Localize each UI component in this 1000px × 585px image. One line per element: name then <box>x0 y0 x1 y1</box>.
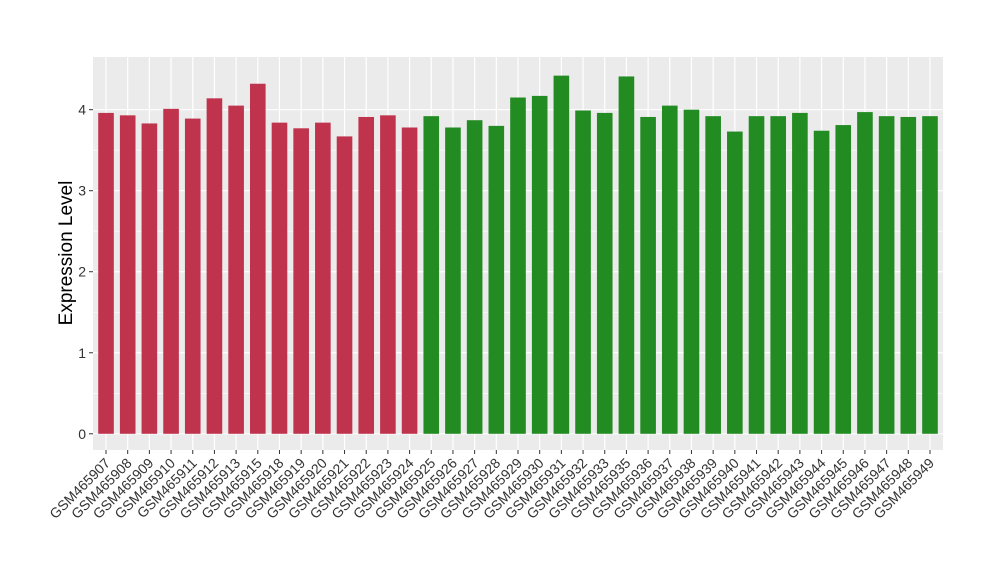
y-tick-label: 0 <box>78 426 86 442</box>
bar-gsm465940 <box>727 131 743 434</box>
bar-gsm465925 <box>423 116 440 434</box>
bar-gsm465943 <box>792 112 808 434</box>
y-axis-title: Expression Level <box>56 181 77 326</box>
bar-gsm465915 <box>249 83 266 434</box>
bar-gsm465907 <box>98 112 114 434</box>
bar-gsm465911 <box>184 118 201 434</box>
bar-gsm465923 <box>380 115 396 434</box>
bar-gsm465928 <box>488 125 505 434</box>
bar-gsm465930 <box>531 95 548 434</box>
bar-gsm465932 <box>575 110 591 434</box>
y-tick-label: 4 <box>78 102 86 118</box>
bar-gsm465936 <box>640 116 656 434</box>
bar-gsm465919 <box>293 128 309 434</box>
bar-gsm465935 <box>618 76 635 434</box>
bar-gsm465939 <box>705 116 721 434</box>
bar-gsm465921 <box>336 136 353 434</box>
bar-gsm465912 <box>206 98 223 434</box>
bar-gsm465918 <box>271 122 288 434</box>
bar-gsm465929 <box>510 97 526 434</box>
bar-gsm465937 <box>661 105 678 434</box>
bar-gsm465941 <box>748 116 765 434</box>
bar-gsm465946 <box>857 112 873 434</box>
bars-group <box>98 75 938 434</box>
bar-gsm465920 <box>315 122 331 434</box>
bar-gsm465948 <box>900 116 917 434</box>
x-axis: GSM465907GSM465908GSM465909GSM465910GSM4… <box>46 450 937 522</box>
y-tick-label: 1 <box>78 345 86 361</box>
bar-gsm465933 <box>596 112 613 434</box>
bar-gsm465908 <box>119 115 136 434</box>
bar-gsm465924 <box>401 127 418 434</box>
bar-gsm465942 <box>770 116 787 434</box>
y-tick-label: 3 <box>78 183 86 199</box>
bar-gsm465922 <box>358 116 375 434</box>
y-axis: 0 1 2 3 4 <box>78 102 93 442</box>
bar-gsm465931 <box>553 75 570 434</box>
bar-gsm465910 <box>163 108 179 434</box>
bar-gsm465913 <box>228 105 244 434</box>
bar-gsm465938 <box>683 109 700 434</box>
bar-gsm465947 <box>878 116 895 434</box>
y-tick-label: 2 <box>78 264 86 280</box>
bar-gsm465927 <box>466 120 483 434</box>
bar-gsm465926 <box>445 127 461 434</box>
bar-gsm465909 <box>141 123 158 434</box>
bar-gsm465949 <box>922 116 938 434</box>
bar-gsm465944 <box>813 130 830 434</box>
bar-gsm465945 <box>835 125 852 434</box>
